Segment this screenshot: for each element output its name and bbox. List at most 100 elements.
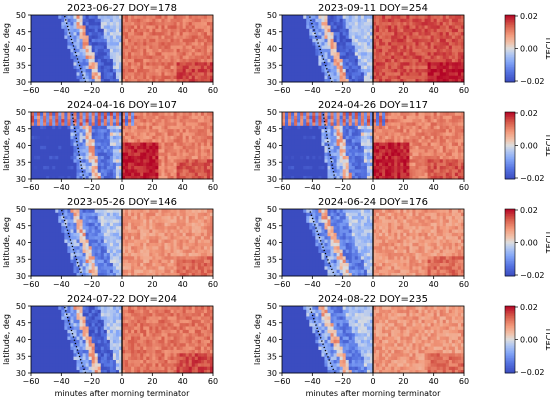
heatmap-cell [97,172,102,177]
heatmap-cell [412,78,416,83]
heatmap-cell [342,112,347,116]
heatmap-cell [282,68,286,73]
heatmap-cell [442,78,447,83]
heatmap-cell [200,145,205,150]
heatmap-cell [46,75,50,80]
heatmap-cell [40,125,44,130]
heatmap-cell [164,168,168,173]
heatmap-cell [333,35,337,39]
heatmap-cell [400,51,404,56]
heatmap-cell [348,38,353,43]
heatmap-cell [409,175,413,180]
heatmap-cell [324,51,328,56]
heatmap-cell [409,112,413,116]
heatmap-cell [430,175,435,180]
heatmap-cell [55,55,59,59]
heatmap-cell [173,168,177,173]
heatmap-cell [318,51,322,56]
heatmap-cell [209,158,214,163]
heatmap-cell [55,175,59,180]
heatmap-cell [109,128,114,133]
heatmap-cell [351,38,356,43]
heatmap-cell [397,122,401,126]
heatmap-cell [182,35,187,39]
heatmap-cell [391,71,395,76]
heatmap-cell [170,175,174,180]
heatmap-cell [421,65,425,69]
heatmap-cell [79,152,83,156]
heatmap-cell [106,122,111,126]
heatmap-cell [143,172,147,177]
heatmap-cell [300,75,304,80]
heatmap-cell [412,28,416,33]
heatmap-cell [85,112,90,116]
heatmap-cell [457,15,462,19]
heatmap-cell [327,75,331,80]
heatmap-cell [109,28,114,33]
heatmap-cell [412,172,416,177]
heatmap-cell [418,45,422,49]
heatmap-cell [294,115,298,120]
heatmap-cell [188,41,193,46]
heatmap-cell [55,122,59,126]
heatmap-cell [430,142,435,146]
heatmap-cell [146,145,150,150]
heatmap-cell [103,158,108,163]
heatmap-cell [436,138,441,143]
heatmap-cell [360,71,365,76]
heatmap-cell [333,15,337,19]
heatmap-cell [285,48,289,53]
heatmap-cell [309,21,313,26]
heatmap-cell [409,68,413,73]
heatmap-cell [351,175,356,180]
heatmap-cell [203,21,208,26]
heatmap-cell [61,172,65,177]
heatmap-cell [457,155,462,160]
heatmap-cell [339,41,344,46]
heatmap-cell [342,175,347,180]
colorbar-segment [505,61,515,64]
heatmap-cell [34,142,38,146]
heatmap-cell [294,152,298,156]
heatmap-cell [118,162,123,166]
heatmap-cell [49,162,53,166]
heatmap-cell [409,61,413,66]
heatmap-cell [70,41,74,46]
heatmap-cell [125,165,129,170]
heatmap-cell [85,132,90,136]
heatmap-cell [85,172,90,177]
heatmap-cell [288,172,292,177]
heatmap-cell [79,51,83,56]
heatmap-cell [134,168,138,173]
heatmap-cell [149,48,153,53]
heatmap-cell [342,41,347,46]
heatmap-cell [125,21,129,26]
heatmap-cell [369,175,374,180]
heatmap-cell [385,55,389,59]
heatmap-cell [146,55,150,59]
heatmap-cell [457,41,462,46]
heatmap-cell [82,38,86,43]
heatmap-cell [336,142,341,146]
heatmap-cell [161,118,165,123]
heatmap-cell [200,125,205,130]
heatmap-cell [125,68,129,73]
heatmap-cell [64,132,68,136]
heatmap-cell [58,138,62,143]
heatmap-cell [379,155,383,160]
heatmap-cell [94,21,99,26]
heatmap-cell [388,168,392,173]
heatmap-cell [382,45,386,49]
heatmap-cell [112,35,117,39]
heatmap-cell [197,28,202,33]
heatmap-cell [376,132,380,136]
heatmap-cell [106,118,111,123]
heatmap-cell [424,41,428,46]
heatmap-cell [327,135,331,140]
heatmap-cell [131,125,135,130]
heatmap-cell [209,31,214,36]
heatmap-cell [385,125,389,130]
heatmap-cell [137,128,141,133]
heatmap-cell [170,21,174,26]
